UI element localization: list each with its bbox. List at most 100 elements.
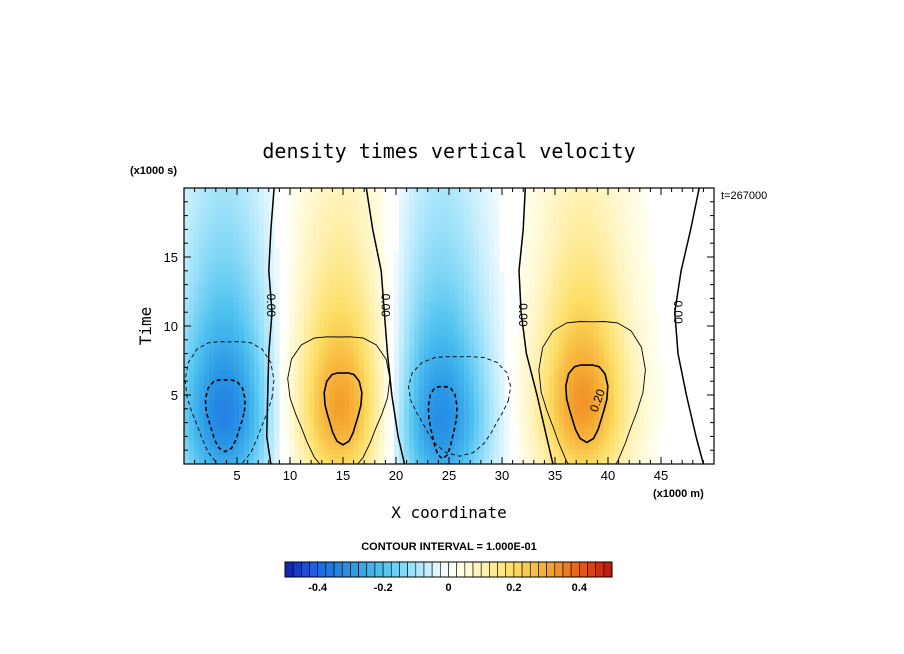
heatmap-cell — [494, 271, 500, 278]
heatmap-cell — [244, 266, 250, 273]
heatmap-cell — [604, 424, 610, 431]
heatmap-cell — [184, 399, 190, 406]
heatmap-cell — [324, 340, 330, 347]
heatmap-cell — [559, 429, 565, 436]
heatmap-cell — [359, 340, 365, 347]
heatmap-cell — [349, 340, 355, 347]
heatmap-cell — [504, 424, 510, 431]
heatmap-cell — [249, 355, 255, 362]
heatmap-cell — [579, 385, 585, 391]
heatmap-cell — [349, 286, 355, 293]
heatmap-cell — [354, 340, 360, 347]
heatmap-cell — [624, 419, 630, 426]
heatmap-cell — [259, 271, 265, 278]
heatmap-cell — [319, 252, 325, 258]
heatmap-cell — [459, 202, 465, 209]
heatmap-cell — [469, 434, 475, 440]
heatmap-cell — [329, 281, 335, 288]
heatmap-cell — [409, 375, 415, 381]
heatmap-cell — [249, 212, 255, 219]
heatmap-cell — [334, 247, 340, 253]
heatmap-cell — [294, 399, 300, 406]
heatmap-cell — [249, 271, 255, 278]
heatmap-cell — [629, 237, 635, 243]
heatmap-cell — [484, 227, 490, 233]
heatmap-cell — [209, 222, 215, 229]
heatmap-cell — [314, 326, 320, 332]
heatmap-cell — [359, 316, 365, 322]
heatmap-cell — [319, 429, 325, 436]
heatmap-cell — [464, 375, 470, 381]
heatmap-cell — [229, 350, 235, 357]
heatmap-cell — [579, 350, 585, 357]
heatmap-cell — [614, 419, 620, 426]
heatmap-cell — [374, 419, 380, 426]
heatmap-cell — [184, 434, 190, 440]
heatmap-cell — [214, 439, 220, 445]
heatmap-cell — [619, 360, 625, 367]
heatmap-cell — [519, 370, 525, 376]
heatmap-cell — [249, 257, 255, 263]
heatmap-cell — [329, 306, 335, 312]
heatmap-cell — [344, 360, 350, 367]
heatmap-cell — [209, 212, 215, 219]
heatmap-cell — [624, 242, 630, 248]
heatmap-cell — [534, 355, 540, 362]
heatmap-cell — [529, 330, 535, 337]
heatmap-cell — [629, 350, 635, 357]
heatmap-cell — [339, 192, 345, 199]
heatmap-cell — [594, 247, 600, 253]
heatmap-cell — [414, 439, 420, 445]
heatmap-cell — [534, 286, 540, 293]
heatmap-cell — [629, 188, 635, 194]
heatmap-cell — [214, 242, 220, 248]
heatmap-cell — [454, 424, 460, 431]
heatmap-cell — [379, 222, 385, 229]
heatmap-cell — [209, 395, 215, 401]
heatmap-cell — [354, 385, 360, 391]
heatmap-cell — [514, 360, 520, 367]
heatmap-cell — [409, 286, 415, 293]
heatmap-cell — [594, 237, 600, 243]
heatmap-cell — [229, 207, 235, 214]
heatmap-cell — [374, 276, 380, 283]
heatmap-cell — [464, 330, 470, 337]
heatmap-cell — [569, 212, 575, 219]
heatmap-cell — [604, 316, 610, 322]
heatmap-cell — [289, 380, 295, 386]
heatmap-cell — [609, 355, 615, 362]
heatmap-cell — [329, 266, 335, 273]
heatmap-cell — [529, 261, 535, 268]
heatmap-cell — [644, 370, 650, 376]
heatmap-cell — [444, 449, 450, 455]
heatmap-cell — [304, 365, 310, 371]
heatmap-cell — [434, 395, 440, 401]
heatmap-cell — [534, 192, 540, 199]
heatmap-cell — [204, 316, 210, 322]
heatmap-cell — [324, 286, 330, 293]
heatmap-cell — [464, 286, 470, 293]
heatmap-cell — [629, 192, 635, 199]
heatmap-cell — [574, 276, 580, 283]
heatmap-cell — [589, 286, 595, 293]
heatmap-cell — [544, 380, 550, 386]
heatmap-cell — [209, 375, 215, 381]
heatmap-cell — [299, 281, 305, 288]
heatmap-cell — [309, 212, 315, 219]
heatmap-cell — [369, 232, 375, 238]
heatmap-cell — [574, 444, 580, 450]
heatmap-cell — [559, 286, 565, 293]
contour-line — [408, 356, 512, 457]
heatmap-cell — [494, 390, 500, 396]
heatmap-cell — [224, 301, 230, 307]
heatmap-cell — [334, 429, 340, 436]
heatmap-cell — [329, 439, 335, 445]
heatmap-cell — [574, 261, 580, 268]
heatmap-cell — [234, 311, 240, 317]
heatmap-cell — [464, 395, 470, 401]
heatmap-cell — [559, 404, 565, 411]
heatmap-cell — [339, 217, 345, 224]
heatmap-cell — [274, 291, 280, 298]
heatmap-cell — [569, 355, 575, 362]
heatmap-cell — [489, 404, 495, 411]
